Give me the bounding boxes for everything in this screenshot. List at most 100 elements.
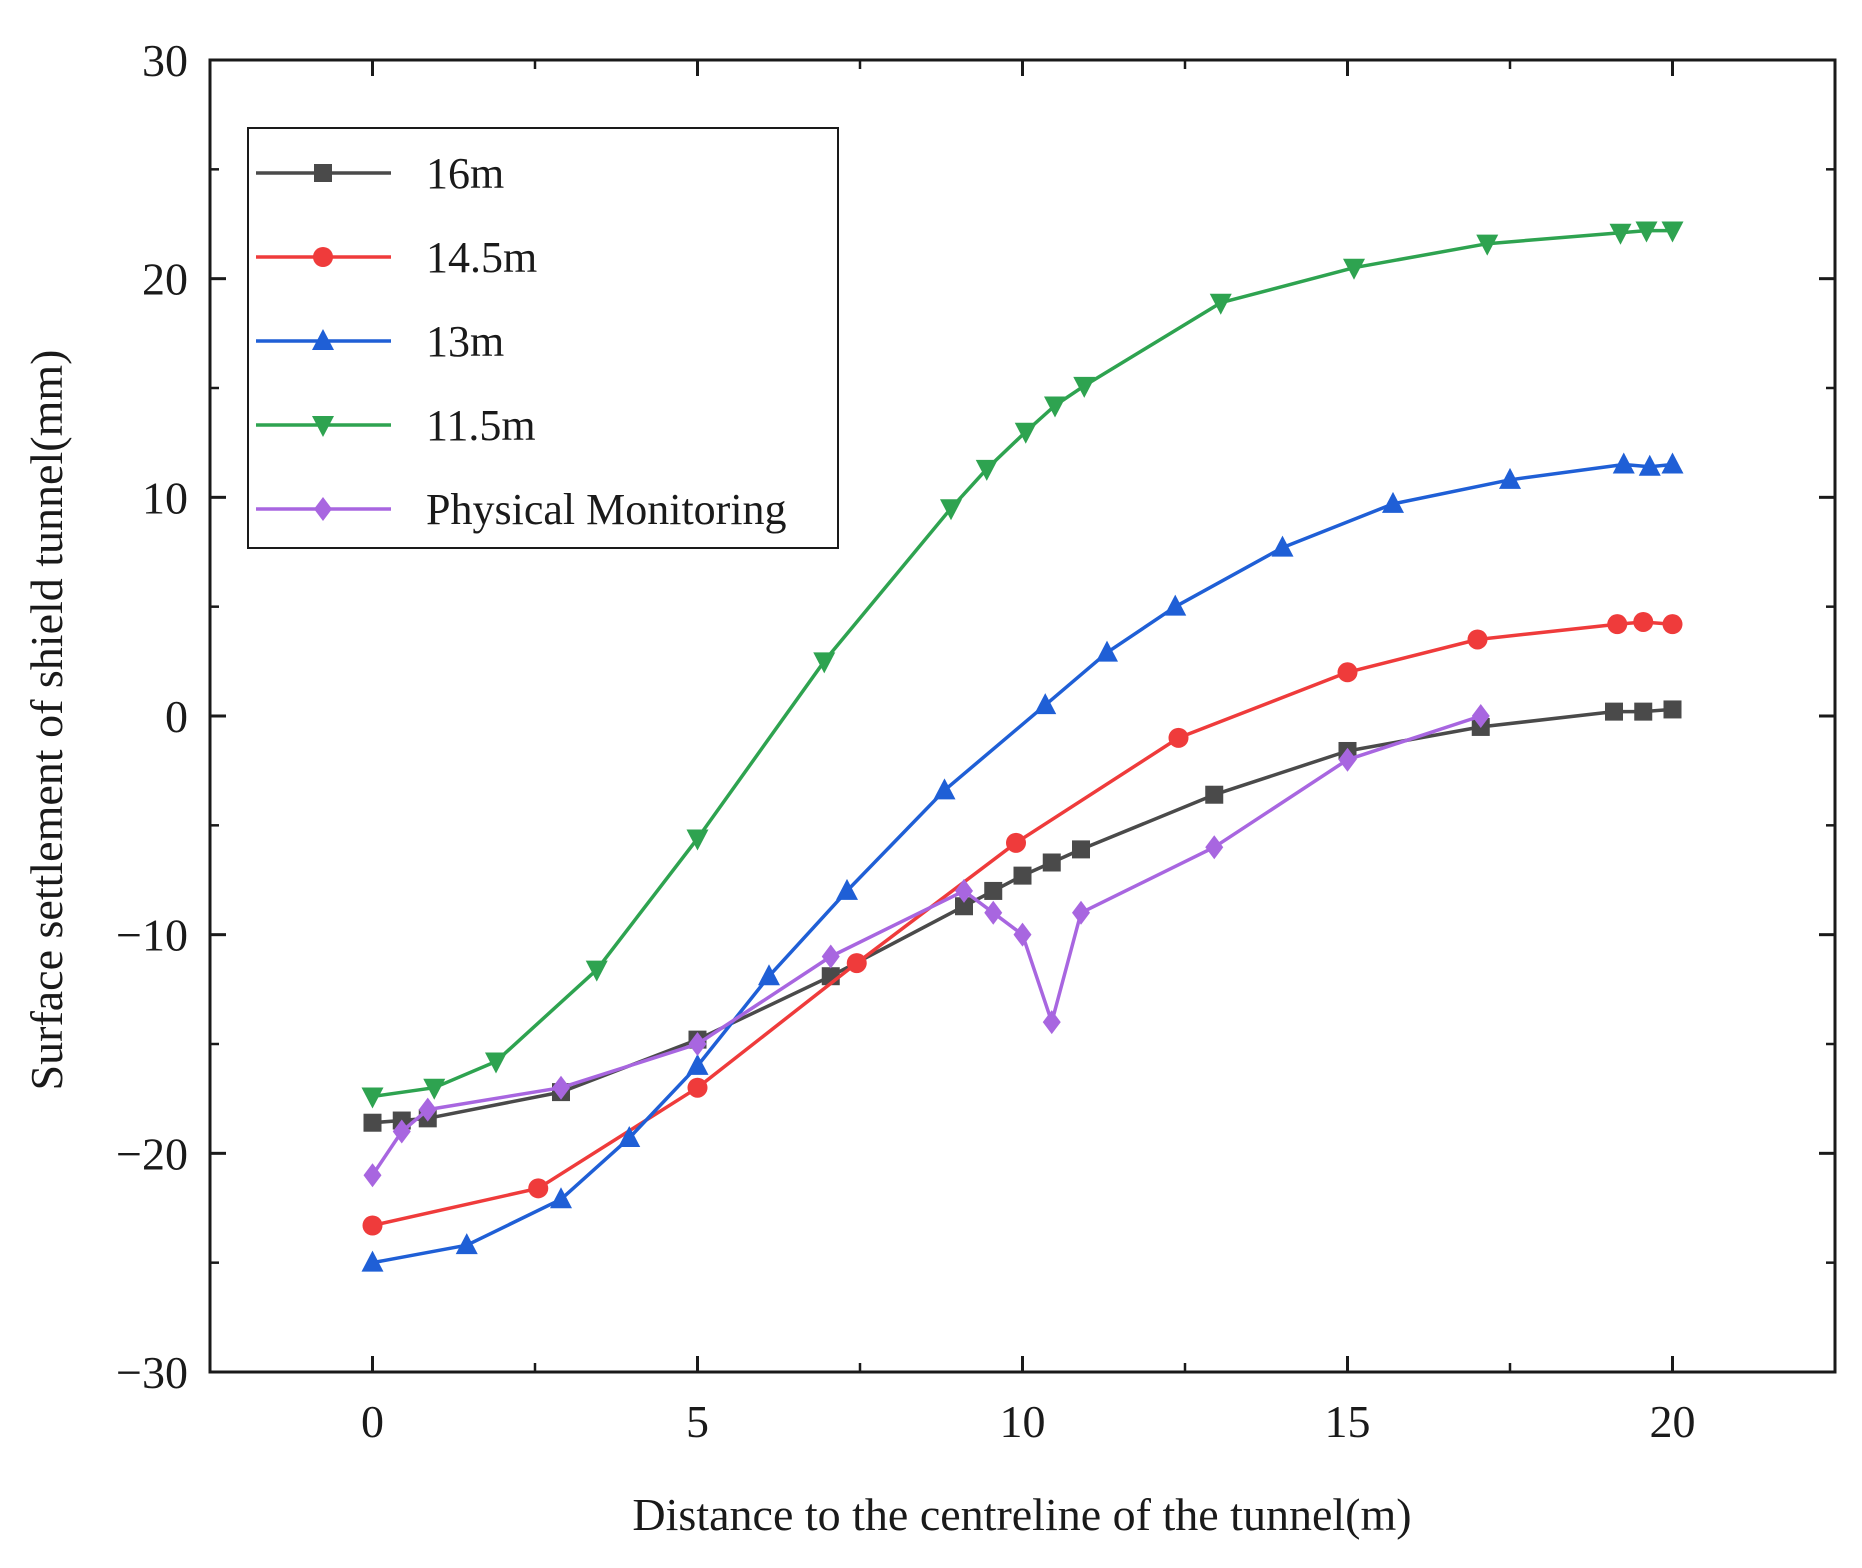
legend-box: [247, 127, 839, 549]
data-point-13m: [758, 964, 780, 986]
legend-marker: [314, 164, 332, 182]
y-tick-label: 10: [142, 472, 188, 523]
data-point-physical-monitoring: [1338, 747, 1357, 772]
data-point-16m: [1663, 700, 1682, 719]
legend-item-16m: 16m: [256, 149, 504, 198]
data-point-physical-monitoring: [1205, 835, 1224, 860]
legend-label: 11.5m: [426, 401, 536, 450]
data-point-13m: [1164, 594, 1187, 616]
data-point-14-5m: [1006, 832, 1026, 853]
data-point-14-5m: [1168, 727, 1189, 748]
legend-item-13m: 13m: [256, 317, 504, 366]
data-point-physical-monitoring: [418, 1097, 437, 1122]
data-point-13m: [1638, 454, 1661, 476]
data-point-11-5m: [940, 499, 962, 521]
data-point-11-5m: [1209, 293, 1232, 315]
data-point-16m: [984, 881, 1003, 900]
series-11-5m: [361, 221, 1684, 1109]
data-point-13m: [1034, 693, 1057, 715]
data-point-11-5m: [1044, 396, 1066, 418]
data-point-14-5m: [1607, 614, 1628, 635]
series-line-16m: [372, 707, 1673, 1125]
legend-item-physical-monitoring: Physical Monitoring: [256, 485, 787, 534]
legend-marker: [313, 247, 333, 267]
data-point-14-5m: [687, 1077, 708, 1098]
data-point-11-5m: [485, 1052, 507, 1074]
legend: 16m 14.5m 13m 11.5m Physical Monitoring: [247, 127, 839, 549]
legend-item-14-5m: 14.5m: [256, 233, 537, 282]
data-point-physical-monitoring: [1072, 900, 1090, 925]
data-point-13m: [836, 878, 858, 900]
data-point-14-5m: [1662, 614, 1683, 635]
data-point-14-5m: [1633, 611, 1654, 632]
data-point-16m: [955, 897, 973, 916]
y-tick-label: −30: [116, 1347, 188, 1398]
data-point-physical-monitoring: [1013, 922, 1032, 947]
data-point-physical-monitoring: [552, 1075, 570, 1100]
legend-marker: [314, 497, 332, 521]
data-point-11-5m: [585, 960, 608, 982]
data-point-13m: [1661, 452, 1684, 474]
y-tick-label: 20: [142, 254, 188, 305]
data-point-13m: [455, 1233, 478, 1255]
x-tick-label: 5: [686, 1396, 709, 1447]
data-point-16m: [1634, 702, 1653, 721]
data-point-physical-monitoring: [1042, 1010, 1061, 1035]
data-point-11-5m: [1635, 221, 1658, 243]
series-physical-monitoring: [363, 704, 1490, 1188]
series-16m: [363, 700, 1682, 1132]
data-point-11-5m: [423, 1078, 446, 1100]
data-point-13m: [1612, 452, 1635, 474]
data-point-physical-monitoring: [688, 1032, 707, 1056]
data-point-11-5m: [1476, 234, 1499, 256]
legend-item-11-5m: 11.5m: [256, 401, 536, 450]
x-tick-label: 0: [361, 1396, 384, 1447]
data-point-13m: [1499, 467, 1521, 489]
data-point-13m: [1096, 640, 1118, 662]
x-tick-label: 10: [1000, 1396, 1046, 1447]
data-point-physical-monitoring: [955, 878, 973, 903]
y-tick-label: −20: [116, 1128, 188, 1179]
data-point-physical-monitoring: [363, 1163, 382, 1188]
data-point-11-5m: [975, 459, 998, 481]
legend-label: Physical Monitoring: [426, 485, 787, 534]
data-point-13m: [686, 1053, 709, 1075]
data-point-physical-monitoring: [392, 1119, 411, 1144]
data-point-16m: [363, 1113, 382, 1132]
y-axis: −30 −20 −10 0 10 20 30: [116, 35, 1835, 1398]
series-group: [361, 221, 1684, 1272]
data-point-13m: [618, 1126, 641, 1148]
data-point-11-5m: [361, 1087, 384, 1109]
legend-label: 13m: [426, 317, 504, 366]
data-point-14-5m: [528, 1178, 549, 1199]
x-axis-title: Distance to the centreline of the tunnel…: [632, 1489, 1411, 1540]
data-point-11-5m: [1073, 376, 1096, 398]
data-point-13m: [361, 1250, 384, 1272]
data-point-physical-monitoring: [984, 900, 1003, 925]
legend-label: 16m: [426, 149, 504, 198]
data-point-13m: [550, 1187, 572, 1209]
y-axis-title: Surface settlement of shield tunnel(mm): [21, 350, 72, 1091]
legend-marker: [312, 416, 334, 437]
data-point-16m: [1013, 866, 1032, 885]
x-tick-label: 15: [1325, 1396, 1371, 1447]
y-tick-label: −10: [116, 910, 188, 961]
data-point-14-5m: [1337, 662, 1358, 683]
data-point-11-5m: [1609, 223, 1632, 245]
data-point-11-5m: [813, 652, 836, 674]
series-line-13m: [372, 462, 1673, 1265]
series-13m: [361, 452, 1684, 1272]
data-point-13m: [1271, 535, 1294, 557]
data-point-physical-monitoring: [821, 944, 840, 969]
data-point-11-5m: [1014, 422, 1037, 444]
series-line-physical-monitoring: [371, 714, 1482, 1177]
legend-marker: [312, 329, 334, 350]
data-point-16m: [1042, 853, 1061, 872]
data-point-14-5m: [1467, 629, 1488, 650]
data-point-11-5m: [1343, 258, 1365, 280]
data-point-13m: [933, 778, 956, 800]
y-tick-label: 30: [142, 35, 188, 86]
data-point-16m: [1205, 785, 1224, 804]
